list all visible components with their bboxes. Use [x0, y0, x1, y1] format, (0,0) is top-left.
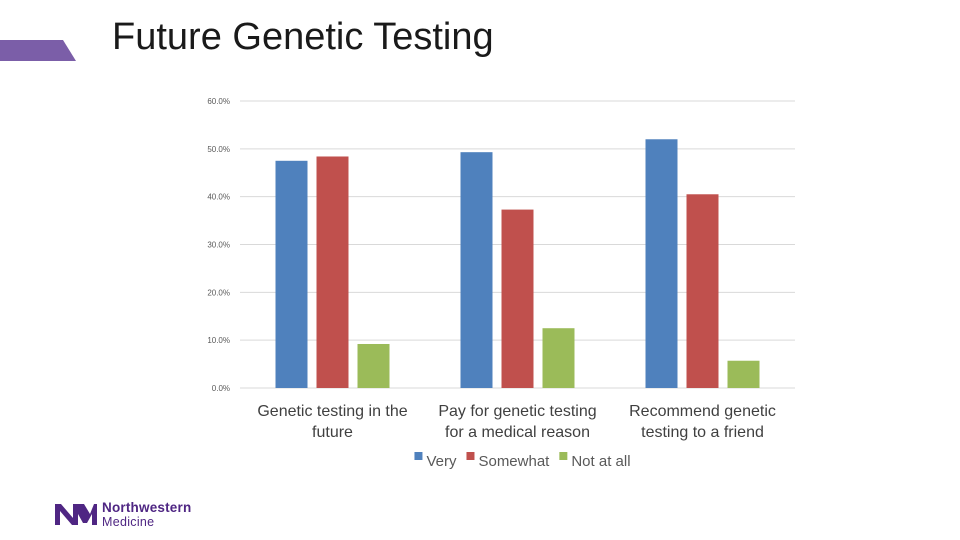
logo-text: Northwestern Medicine: [102, 501, 191, 528]
bar-very: [275, 160, 308, 388]
y-tick-label: 30.0%: [207, 241, 230, 250]
x-category-label: for a medical reason: [445, 424, 590, 441]
y-tick-label: 60.0%: [207, 97, 230, 106]
legend-label: Not at all: [571, 453, 630, 470]
y-tick-label: 50.0%: [207, 145, 230, 154]
bar-somewhat: [501, 209, 534, 388]
legend-swatch: [414, 452, 423, 460]
legend-swatch: [466, 452, 475, 460]
logo-line-2: Medicine: [102, 514, 155, 529]
legend-swatch: [559, 452, 568, 460]
y-tick-label: 0.0%: [212, 384, 230, 393]
legend-label: Very: [426, 453, 457, 470]
slide-title: Future Genetic Testing: [112, 16, 494, 58]
bar-somewhat: [686, 194, 719, 388]
y-tick-label: 10.0%: [207, 336, 230, 345]
bar-chart: 0.0% 10.0% 20.0% 30.0% 40.0% 50.0% 60.0% Geneti…: [207, 97, 795, 470]
legend-label: Somewhat: [478, 453, 550, 470]
x-category-label: Pay for genetic testing: [438, 403, 596, 420]
bar-not-at-all: [357, 343, 390, 388]
bar-not-at-all: [542, 328, 575, 388]
y-tick-label: 40.0%: [207, 193, 230, 202]
logo-line-1: Northwestern: [102, 500, 192, 515]
x-category-label: Genetic testing in the: [257, 403, 407, 420]
bar-somewhat: [316, 156, 349, 388]
x-category-label: testing to a friend: [641, 424, 764, 441]
bar-very: [645, 139, 678, 388]
accent-bar: [0, 40, 76, 61]
bar-not-at-all: [727, 360, 760, 388]
y-tick-label: 20.0%: [207, 288, 230, 297]
x-category-label: Recommend genetic: [629, 403, 776, 420]
northwestern-medicine-logo-icon: [55, 504, 97, 525]
x-category-label: future: [312, 424, 353, 441]
bar-very: [460, 152, 493, 388]
